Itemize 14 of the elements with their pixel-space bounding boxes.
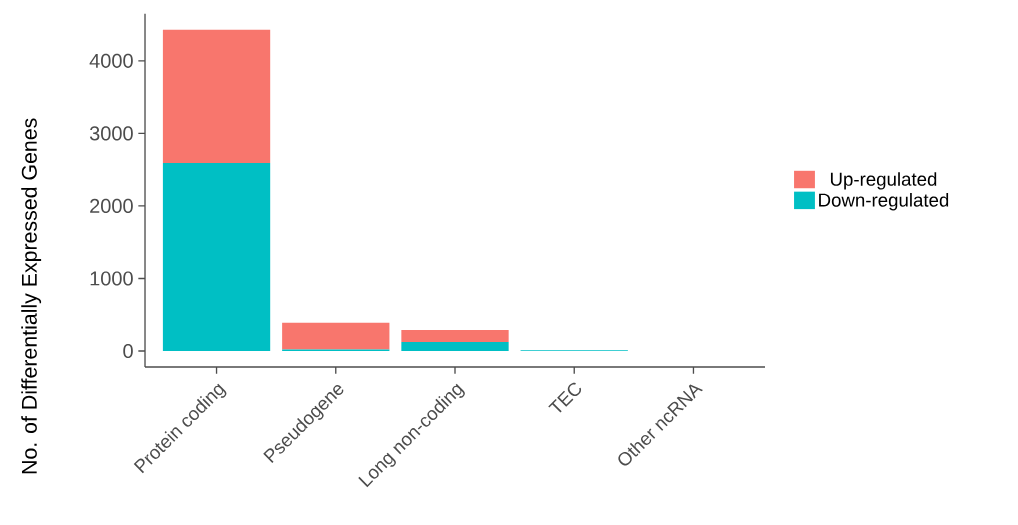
bar — [401, 329, 509, 342]
legend-label: Down-regulated — [819, 192, 949, 211]
bar — [282, 322, 390, 350]
bar — [401, 341, 509, 352]
legend-label: Up-regulated — [830, 172, 937, 190]
bar — [162, 163, 271, 352]
y-tick-label: 2000 — [90, 198, 133, 213]
y-tick-label: 4000 — [89, 53, 133, 68]
y-axis-title: No. of Differentially Expressed Genes — [21, 118, 42, 474]
bar — [162, 29, 271, 164]
y-tick-label: 0 — [123, 343, 133, 359]
y-tick-label: 3000 — [89, 126, 133, 141]
y-tick-label: 1000 — [90, 271, 133, 286]
x-tick-label: TEC — [548, 382, 582, 413]
